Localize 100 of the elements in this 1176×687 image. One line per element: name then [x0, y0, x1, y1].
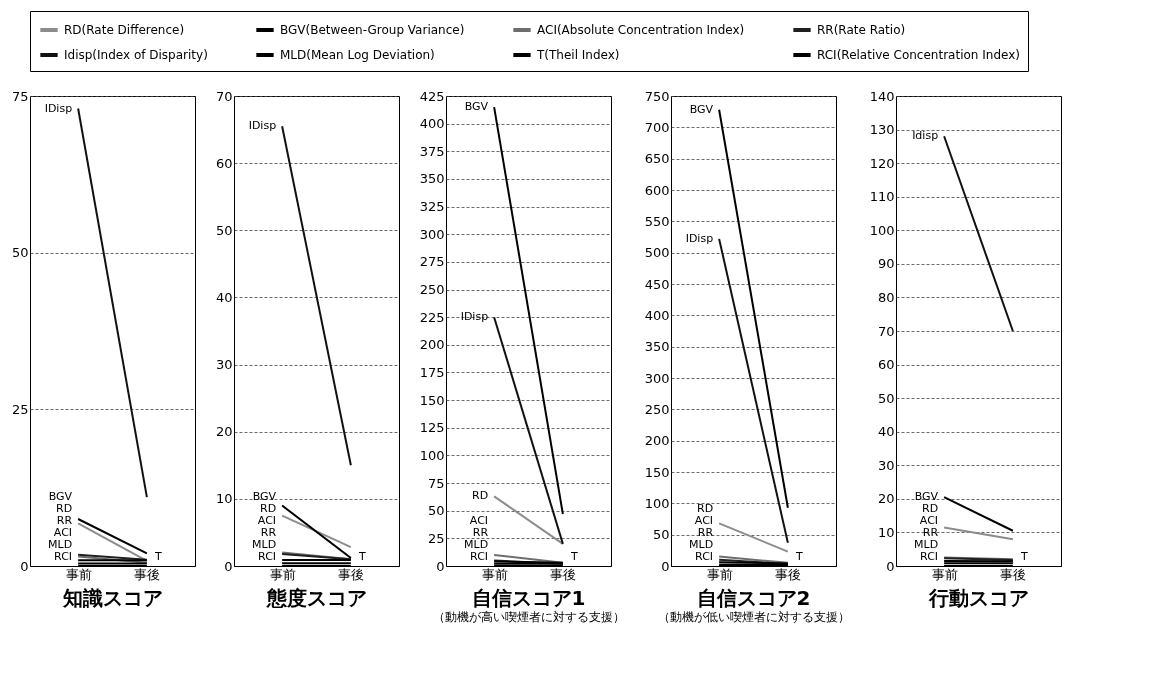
y-tick-label: 100 — [419, 447, 445, 463]
y-tick-label: 50 — [427, 503, 445, 519]
x-tick-label: 事後 — [550, 566, 577, 582]
y-tick-label: 10 — [215, 491, 233, 507]
annotation: T — [153, 550, 162, 563]
text: （動機が高い喫煙者に対する支援） — [432, 610, 625, 624]
y-tick-label: 0 — [661, 558, 670, 574]
x-tick-label: 事後 — [338, 566, 365, 582]
y-tick-label: 175 — [419, 364, 445, 380]
annotation: RD — [260, 502, 277, 515]
y-tick-label: 25 — [11, 401, 29, 417]
legend-label: T(Theil Index) — [536, 48, 620, 62]
y-tick-label: 30 — [877, 457, 895, 473]
y-tick-label: 120 — [869, 155, 895, 171]
annotation: IDisp — [44, 101, 73, 115]
annotation: MLD — [252, 538, 277, 551]
y-tick-label: 0 — [20, 558, 29, 574]
x-tick-label: 事後 — [134, 566, 161, 582]
annotation: RCI — [695, 550, 714, 563]
legend-label: ACI(Absolute Concentration Index) — [537, 23, 745, 37]
y-tick-label: 125 — [419, 420, 445, 436]
legend-label: RR(Rate Ratio) — [817, 23, 906, 37]
y-tick-label: 250 — [419, 282, 445, 298]
annotation: ACI — [919, 514, 939, 527]
y-tick-label: 650 — [644, 151, 670, 167]
y-tick-label: 75 — [11, 88, 29, 104]
y-tick-label: 60 — [877, 357, 895, 373]
annotation: T — [1019, 550, 1028, 563]
annotation: IDisp — [460, 310, 489, 324]
annotation: MLD — [914, 538, 939, 551]
text: 自信スコア1 — [471, 586, 586, 610]
y-tick-label: 300 — [419, 226, 445, 242]
annotation: MLD — [689, 538, 714, 551]
y-tick-label: 70 — [215, 88, 233, 104]
annotation: BGV — [464, 100, 489, 114]
y-tick-label: 75 — [427, 475, 445, 491]
y-tick-label: 450 — [644, 276, 670, 292]
y-tick-label: 70 — [877, 323, 895, 339]
annotation: MLD — [464, 538, 489, 551]
annotation: RD — [472, 489, 489, 503]
y-tick-label: 200 — [644, 433, 670, 449]
y-tick-label: 110 — [869, 189, 895, 205]
y-tick-label: 50 — [877, 390, 895, 406]
annotation: ACI — [694, 514, 714, 527]
y-tick-label: 0 — [886, 558, 895, 574]
y-tick-label: 0 — [436, 558, 445, 574]
text: 行動スコア — [927, 586, 1029, 610]
y-tick-label: 140 — [869, 88, 895, 104]
y-tick-label: 325 — [419, 199, 445, 215]
y-tick-label: 150 — [419, 392, 445, 408]
y-tick-label: 10 — [877, 524, 895, 540]
y-tick-label: 400 — [419, 116, 445, 132]
y-tick-label: 300 — [644, 370, 670, 386]
y-tick-label: 275 — [419, 254, 445, 270]
y-tick-label: 350 — [644, 339, 670, 355]
legend-label: BGV(Between-Group Variance) — [280, 23, 465, 37]
x-tick-label: 事後 — [1000, 566, 1027, 582]
y-tick-label: 100 — [644, 495, 670, 511]
annotation: T — [357, 550, 366, 563]
y-tick-label: 500 — [644, 245, 670, 261]
x-tick-label: 事前 — [931, 566, 958, 582]
annotation: BGV — [48, 490, 73, 503]
y-tick-label: 90 — [877, 256, 895, 272]
annotation: BGV — [689, 102, 714, 116]
y-tick-label: 350 — [419, 171, 445, 187]
y-tick-label: 60 — [215, 155, 233, 171]
annotation: RR — [56, 514, 73, 527]
annotation: IDisp — [685, 231, 714, 245]
annotation: BGV — [914, 490, 939, 503]
x-tick-label: 事前 — [269, 566, 296, 582]
annotation: RCI — [920, 550, 939, 563]
annotation: RCI — [470, 550, 489, 563]
annotation: RR — [260, 526, 277, 539]
y-tick-label: 550 — [644, 213, 670, 229]
x-tick-label: 事後 — [775, 566, 802, 582]
y-tick-label: 25 — [427, 530, 445, 546]
annotation: RR — [922, 526, 939, 539]
y-tick-label: 425 — [419, 88, 445, 104]
legend-label: MLD(Mean Log Deviation) — [280, 48, 435, 62]
annotation: RD — [56, 502, 73, 515]
y-tick-label: 0 — [224, 558, 233, 574]
text: 態度スコア — [265, 586, 367, 610]
legend-label: RCI(Relative Concentration Index) — [817, 48, 1020, 62]
y-tick-label: 20 — [215, 424, 233, 440]
annotation: Idisp — [912, 129, 939, 143]
x-tick-label: 事前 — [706, 566, 733, 582]
annotation: RR — [697, 526, 714, 539]
y-tick-label: 100 — [869, 222, 895, 238]
annotation: T — [569, 550, 578, 563]
text: （動機が低い喫煙者に対する支援） — [657, 610, 850, 624]
y-tick-label: 30 — [215, 357, 233, 373]
annotation: RCI — [258, 550, 277, 563]
y-tick-label: 80 — [877, 289, 895, 305]
annotation: RCI — [54, 550, 73, 563]
annotation: ACI — [469, 514, 489, 527]
annotation: ACI — [257, 514, 277, 527]
y-tick-label: 40 — [877, 424, 895, 440]
x-tick-label: 事前 — [481, 566, 508, 582]
y-tick-label: 375 — [419, 143, 445, 159]
legend-label: Idisp(Index of Disparity) — [64, 48, 208, 62]
